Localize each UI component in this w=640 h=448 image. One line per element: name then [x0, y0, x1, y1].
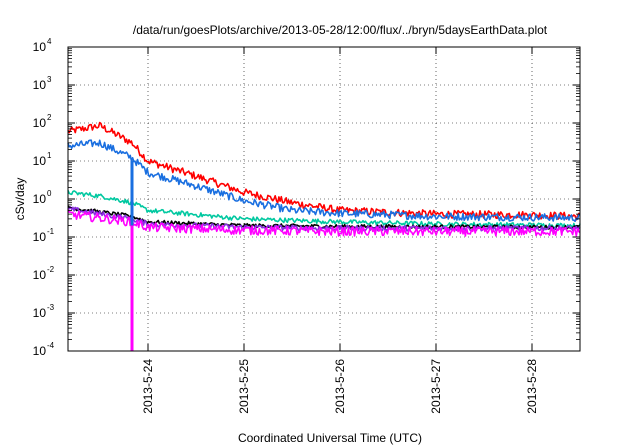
y-tick-exponent: 4	[47, 37, 52, 46]
x-tick-label: 2013-5-24	[141, 359, 155, 414]
x-tick-label: 2013-5-25	[237, 359, 251, 414]
y-tick-label: 10	[33, 154, 47, 168]
y-tick-label: 10	[33, 306, 47, 320]
y-tick-exponent: -1	[47, 227, 55, 236]
y-tick-label: 10	[33, 116, 47, 130]
series-group	[67, 121, 581, 351]
series-line-5	[67, 209, 581, 237]
x-axis: 2013-5-24 2013-5-25 2013-5-26 2013-5-27 2013…	[141, 47, 539, 414]
y-tick-exponent: 0	[47, 189, 52, 198]
y-tick-label: 10	[33, 192, 47, 206]
y-tick-exponent: -2	[47, 265, 55, 274]
x-axis-label: Coordinated Universal Time (UTC)	[238, 431, 422, 445]
y-axis-label: cSv/day	[13, 178, 27, 221]
y-tick-label: 10	[33, 40, 47, 54]
x-tick-label: 2013-5-28	[525, 359, 539, 414]
series-line-1	[67, 139, 581, 222]
series-line-4	[67, 206, 581, 232]
y-tick-label: 10	[33, 268, 47, 282]
y-tick-exponent: -4	[47, 341, 55, 350]
series-line-0	[67, 121, 581, 221]
y-tick-exponent: 3	[47, 75, 52, 84]
y-tick-label: 10	[33, 344, 47, 358]
y-tick-exponent: 1	[47, 151, 52, 160]
y-tick-label: 10	[33, 78, 47, 92]
y-tick-exponent: -3	[47, 303, 55, 312]
chart-title: /data/run/goesPlots/archive/2013-05-28/1…	[133, 23, 548, 37]
x-tick-label: 2013-5-27	[429, 359, 443, 414]
y-tick-exponent: 2	[47, 113, 52, 122]
y-tick-label: 10	[33, 230, 47, 244]
x-tick-label: 2013-5-26	[333, 359, 347, 414]
grid-lines	[68, 47, 580, 351]
